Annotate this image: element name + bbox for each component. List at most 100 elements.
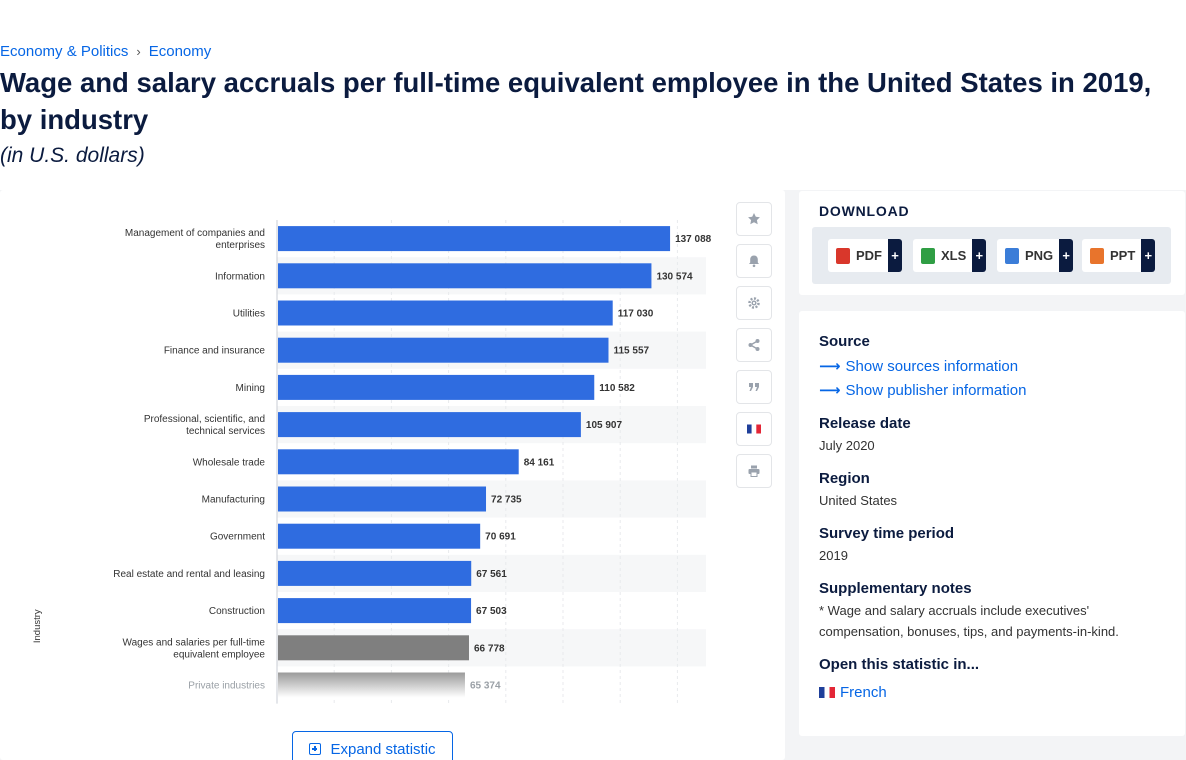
category-label: Management of companies and enterprises	[125, 228, 265, 251]
data-label: 65 374	[470, 681, 501, 692]
category-label-line: Government	[210, 532, 265, 543]
category-label: Professional, scientific, and technical s…	[144, 414, 265, 437]
chart-tools	[736, 202, 772, 496]
download-title: DOWNLOAD	[819, 203, 910, 219]
download-buttons: PDF + XLS + PNG + PPT +	[812, 227, 1171, 284]
bar	[278, 560, 472, 586]
data-label: 70 691	[485, 532, 516, 543]
bar	[278, 672, 465, 698]
open-in-label: Open this statistic in...	[819, 656, 980, 673]
share-icon	[748, 339, 760, 351]
supplementary-notes-label: Supplementary notes	[819, 580, 972, 597]
xls-file-icon	[921, 247, 935, 264]
data-label: 84 161	[524, 457, 555, 468]
settings-button[interactable]	[736, 286, 772, 320]
data-label: 72 735	[491, 495, 522, 506]
category-label-line: Real estate and rental and leasing	[113, 569, 265, 580]
open-in-french-label: French	[840, 684, 887, 701]
download-png-button[interactable]: PNG +	[997, 239, 1074, 272]
xls-plus-badge: +	[972, 239, 987, 272]
bar	[278, 263, 652, 289]
category-label-line: Finance and insurance	[164, 346, 266, 357]
category-label-line: Private industries	[188, 681, 265, 692]
category-label-line: Mining	[236, 383, 265, 394]
expand-statistic-label: Expand statistic	[330, 740, 436, 758]
page-header: Economy & Politics › Economy Wage and sa…	[0, 0, 1186, 190]
data-label: 117 030	[618, 309, 654, 320]
category-label: Mining	[236, 383, 265, 394]
category-label-line: Construction	[209, 606, 265, 617]
show-publisher-link[interactable]: ⟶ Show publisher information	[819, 381, 1027, 400]
bar	[278, 635, 469, 661]
breadcrumb-economy-politics[interactable]: Economy & Politics	[0, 43, 129, 60]
bar	[278, 226, 671, 252]
data-label: 67 561	[476, 569, 507, 580]
show-sources-link[interactable]: ⟶ Show sources information	[819, 357, 1019, 376]
category-label-line: Manufacturing	[202, 495, 265, 506]
show-sources-label: Show sources information	[845, 357, 1019, 375]
breadcrumb: Economy & Politics › Economy	[0, 43, 211, 60]
france-flag-icon	[747, 424, 761, 434]
bar	[278, 374, 595, 400]
download-xls-button[interactable]: XLS +	[913, 239, 987, 272]
category-label-line: technical services	[186, 426, 265, 437]
data-label: 67 503	[476, 606, 507, 617]
show-publisher-label: Show publisher information	[845, 381, 1027, 399]
category-label: Real estate and rental and leasing	[113, 569, 265, 580]
category-label: Wages and salaries per full-time equivale…	[123, 637, 266, 660]
category-label: Information	[215, 271, 265, 282]
y-axis-title: Industry	[32, 609, 43, 643]
survey-period-label: Survey time period	[819, 525, 955, 542]
chart-card: 137 088 Management of companies and enterp…	[0, 190, 785, 760]
pdf-plus-badge: +	[888, 239, 902, 272]
info-panel: Source ⟶ Show sources information ⟶ Show p…	[799, 311, 1185, 736]
category-label-line: Management of companies and	[125, 228, 265, 239]
french-version-button[interactable]	[736, 412, 772, 446]
category-label-line: enterprises	[216, 240, 265, 251]
category-label-line: Utilities	[233, 309, 265, 320]
download-panel: DOWNLOAD PDF + XLS + PNG + PPT +	[799, 191, 1185, 295]
page-subtitle: (in U.S. dollars)	[0, 144, 145, 167]
category-label: Government	[210, 532, 265, 543]
category-label: Construction	[209, 606, 265, 617]
release-date-value: July 2020	[819, 438, 875, 453]
data-label: 115 557	[613, 346, 649, 357]
category-label-line: Wholesale trade	[193, 457, 266, 468]
data-label: 105 907	[586, 420, 623, 431]
star-icon	[748, 213, 760, 225]
expand-statistic-button[interactable]: Expand statistic	[292, 731, 453, 760]
category-label: Wholesale trade	[193, 457, 266, 468]
ppt-label: PPT	[1110, 248, 1136, 263]
arrow-right-icon: ⟶	[819, 358, 841, 375]
survey-period-value: 2019	[819, 548, 848, 563]
share-button[interactable]	[736, 328, 772, 362]
category-label-line: Professional, scientific, and	[144, 414, 265, 425]
pdf-label: PDF	[856, 248, 882, 263]
cite-button[interactable]	[736, 370, 772, 404]
download-ppt-button[interactable]: PPT +	[1082, 239, 1156, 272]
category-label-line: equivalent employee	[173, 649, 265, 660]
breadcrumb-separator: ›	[136, 44, 141, 59]
download-pdf-button[interactable]: PDF +	[828, 239, 902, 272]
bar	[278, 486, 487, 512]
print-button[interactable]	[736, 454, 772, 488]
ppt-plus-badge: +	[1141, 239, 1156, 272]
supplementary-notes-value: * Wage and salary accruals include execu…	[819, 603, 1119, 639]
bar	[278, 412, 581, 438]
data-label: 66 778	[474, 643, 505, 654]
source-label: Source	[819, 333, 870, 350]
notification-button[interactable]	[736, 244, 772, 278]
ppt-file-icon	[1090, 247, 1104, 264]
category-label-line: Wages and salaries per full-time	[123, 637, 266, 648]
png-file-icon	[1005, 247, 1019, 264]
data-label: 137 088	[675, 234, 712, 245]
print-icon	[748, 465, 760, 477]
favorite-button[interactable]	[736, 202, 772, 236]
bar	[278, 523, 481, 549]
region-value: United States	[819, 493, 898, 508]
bar-chart: 137 088 Management of companies and enterp…	[32, 220, 712, 704]
breadcrumb-economy[interactable]: Economy	[148, 43, 212, 60]
bar	[278, 598, 472, 624]
open-in-french-link[interactable]: French	[819, 684, 887, 701]
quote-icon	[749, 383, 759, 391]
